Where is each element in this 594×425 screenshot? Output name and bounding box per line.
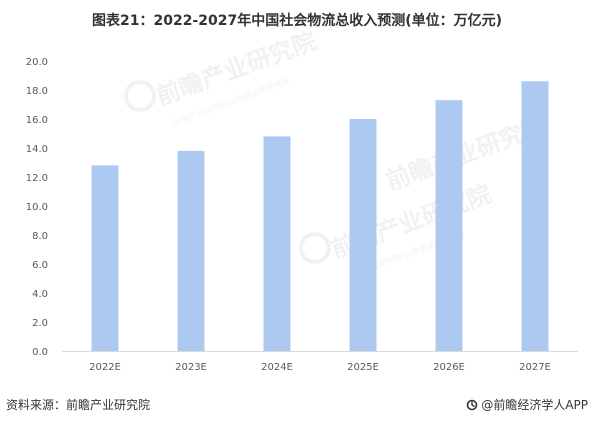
chart-title: 图表21：2022-2027年中国社会物流总收入预测(单位：万亿元) bbox=[91, 13, 503, 29]
bar-2023E bbox=[177, 150, 205, 351]
x-tick-label: 2027E bbox=[519, 362, 551, 373]
qianzhan-logo-icon bbox=[467, 399, 478, 410]
y-tick-label: 0.0 bbox=[32, 347, 48, 358]
y-tick-label: 4.0 bbox=[32, 289, 48, 300]
x-axis-labels: 2022E 2023E 2024E 2025E 2026E 2027E bbox=[89, 362, 551, 373]
brand-attribution: @前瞻经济学人APP bbox=[466, 396, 588, 413]
x-tick-label: 2022E bbox=[89, 362, 121, 373]
y-tick-label: 10.0 bbox=[26, 202, 48, 213]
watermark-logo-icon bbox=[124, 80, 331, 264]
x-tick-label: 2024E bbox=[261, 362, 293, 373]
bars bbox=[91, 81, 549, 352]
source-note: 资料来源：前瞻产业研究院 bbox=[6, 398, 151, 412]
bar-2027E bbox=[521, 81, 549, 352]
y-tick-label: 12.0 bbox=[26, 173, 48, 184]
y-axis-labels: 0.0 2.0 4.0 6.0 8.0 10.0 12.0 14.0 16.0 18.0 20.0 bbox=[26, 57, 48, 358]
bar-2026E bbox=[435, 100, 463, 352]
y-tick-label: 18.0 bbox=[26, 86, 48, 97]
footer: 资料来源：前瞻产业研究院 @前瞻经济学人APP bbox=[0, 396, 594, 416]
brand-text: @前瞻经济学人APP bbox=[481, 398, 588, 412]
x-tick-label: 2023E bbox=[175, 362, 207, 373]
bar-2024E bbox=[263, 136, 291, 351]
x-tick-label: 2025E bbox=[347, 362, 379, 373]
y-tick-label: 2.0 bbox=[32, 318, 48, 329]
y-tick-label: 8.0 bbox=[32, 231, 48, 242]
y-tick-label: 20.0 bbox=[26, 57, 48, 68]
bar-2025E bbox=[349, 119, 377, 351]
y-tick-label: 16.0 bbox=[26, 115, 48, 126]
y-tick-label: 14.0 bbox=[26, 144, 48, 155]
y-tick-label: 6.0 bbox=[32, 260, 48, 271]
x-tick-label: 2026E bbox=[433, 362, 465, 373]
bar-2022E bbox=[91, 165, 119, 351]
